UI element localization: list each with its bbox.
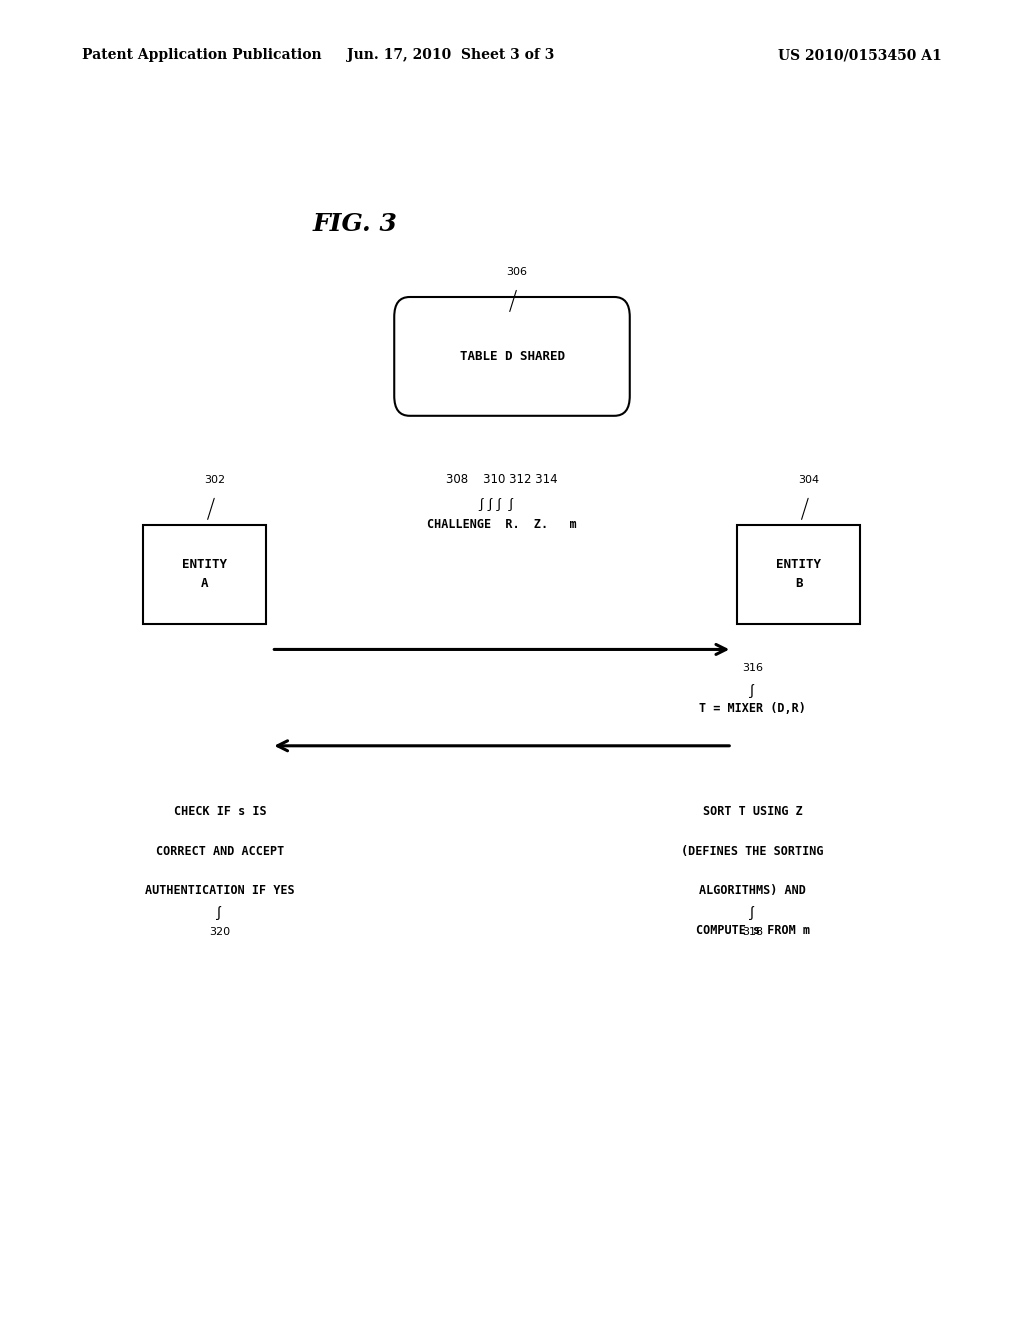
Text: AUTHENTICATION IF YES: AUTHENTICATION IF YES [145, 884, 295, 898]
Text: CHALLENGE  R.  Z.   m: CHALLENGE R. Z. m [427, 517, 577, 531]
Text: (DEFINES THE SORTING: (DEFINES THE SORTING [681, 845, 824, 858]
Text: US 2010/0153450 A1: US 2010/0153450 A1 [778, 49, 942, 62]
Text: CORRECT AND ACCEPT: CORRECT AND ACCEPT [156, 845, 285, 858]
Text: 318: 318 [742, 927, 763, 937]
Text: ʃ: ʃ [751, 904, 755, 917]
Text: Patent Application Publication: Patent Application Publication [82, 49, 322, 62]
Text: ALGORITHMS) AND: ALGORITHMS) AND [699, 884, 806, 898]
Bar [737, 525, 860, 624]
Text: 302: 302 [205, 475, 225, 486]
Text: SORT T USING Z: SORT T USING Z [702, 805, 803, 818]
Text: T = MIXER (D,R): T = MIXER (D,R) [699, 702, 806, 715]
Text: COMPUTE s FROM m: COMPUTE s FROM m [695, 924, 810, 937]
Text: Jun. 17, 2010  Sheet 3 of 3: Jun. 17, 2010 Sheet 3 of 3 [347, 49, 554, 62]
Text: FIG. 3: FIG. 3 [312, 213, 397, 236]
Text: 308    310 312 314: 308 310 312 314 [445, 473, 558, 486]
Bar [143, 525, 266, 624]
FancyBboxPatch shape [394, 297, 630, 416]
Text: CHECK IF s IS: CHECK IF s IS [174, 805, 266, 818]
Text: 304: 304 [799, 475, 819, 486]
Text: ʃ  ʃ ʃ ʃ: ʃ ʃ ʃ ʃ [479, 496, 514, 510]
Text: 320: 320 [210, 927, 230, 937]
Text: ENTITY
B: ENTITY B [776, 558, 821, 590]
Text: ʃ: ʃ [751, 682, 755, 696]
Text: ENTITY
A: ENTITY A [182, 558, 227, 590]
Text: ʃ: ʃ [218, 904, 222, 917]
Text: 316: 316 [742, 663, 763, 673]
Text: 306: 306 [507, 267, 527, 277]
Text: TABLE D SHARED: TABLE D SHARED [460, 350, 564, 363]
